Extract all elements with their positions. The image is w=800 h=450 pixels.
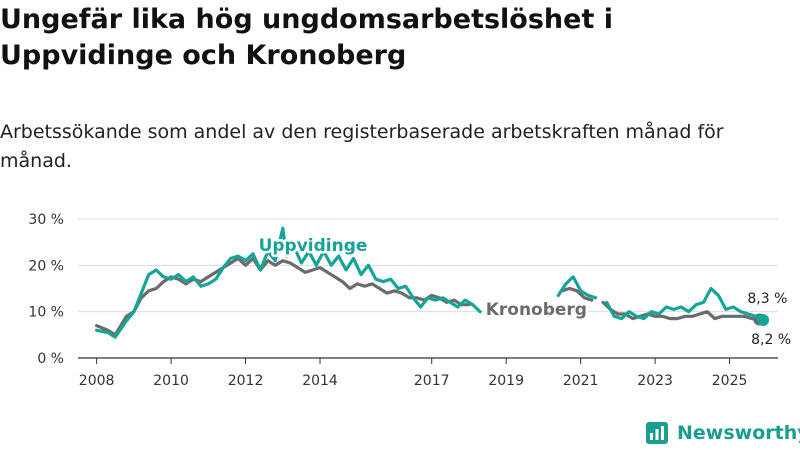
series-line-uppvidinge-0 bbox=[95, 226, 482, 339]
y-tick-label: 20 % bbox=[28, 258, 64, 274]
gridlines bbox=[78, 218, 778, 359]
y-tick-label: 30 % bbox=[28, 212, 64, 228]
series-label-kronoberg-halo: Kronoberg bbox=[486, 300, 587, 320]
series-lines bbox=[95, 226, 770, 339]
x-axis: 2008 2010 2012 2014 2017 2019 2021 2023 2025 bbox=[79, 358, 748, 389]
series-line-uppvidinge-2 bbox=[605, 286, 765, 322]
x-tick-label: 2008 bbox=[79, 373, 115, 389]
series-line-kronoberg-2 bbox=[601, 300, 761, 322]
chart-title: Ungefär lika hög ungdomsarbetslöshet i U… bbox=[0, 4, 614, 71]
brand-logo[interactable]: Newsworthy bbox=[645, 418, 800, 448]
end-label-uppvidinge: 8,2 % bbox=[751, 332, 791, 348]
x-tick-label: 2014 bbox=[302, 373, 338, 389]
x-tick-label: 2010 bbox=[153, 373, 189, 389]
bar-chart-logo-icon bbox=[646, 422, 668, 444]
end-point-uppvidinge bbox=[757, 314, 770, 327]
series-label-kronoberg: Kronoberg bbox=[486, 300, 587, 320]
end-label-kronoberg: 8,3 % bbox=[747, 291, 787, 307]
brand-name: Newsworthy bbox=[677, 422, 800, 444]
x-tick-label: 2019 bbox=[488, 373, 524, 389]
series-line-uppvidinge-1 bbox=[556, 275, 598, 300]
series-labels: UppvidingeUppvidingeKronobergKronoberg8,… bbox=[256, 234, 791, 349]
series-line-kronoberg-0 bbox=[95, 256, 471, 337]
y-axis-ticks: 0 % 10 % 20 % 30 % bbox=[28, 212, 64, 367]
x-tick-label: 2017 bbox=[414, 373, 450, 389]
y-tick-label: 10 % bbox=[28, 305, 64, 321]
x-tick-label: 2021 bbox=[563, 373, 599, 389]
y-tick-label: 0 % bbox=[37, 351, 64, 367]
series-line-kronoberg-1 bbox=[560, 286, 594, 302]
series-label-uppvidinge-halo: Uppvidinge bbox=[259, 236, 368, 256]
x-tick-label: 2023 bbox=[637, 373, 673, 389]
x-tick-label: 2025 bbox=[712, 373, 748, 389]
series-label-uppvidinge: Uppvidinge bbox=[259, 236, 368, 256]
chart-subtitle: Arbetssökande som andel av den registerb… bbox=[0, 121, 724, 172]
x-tick-label: 2012 bbox=[228, 373, 264, 389]
